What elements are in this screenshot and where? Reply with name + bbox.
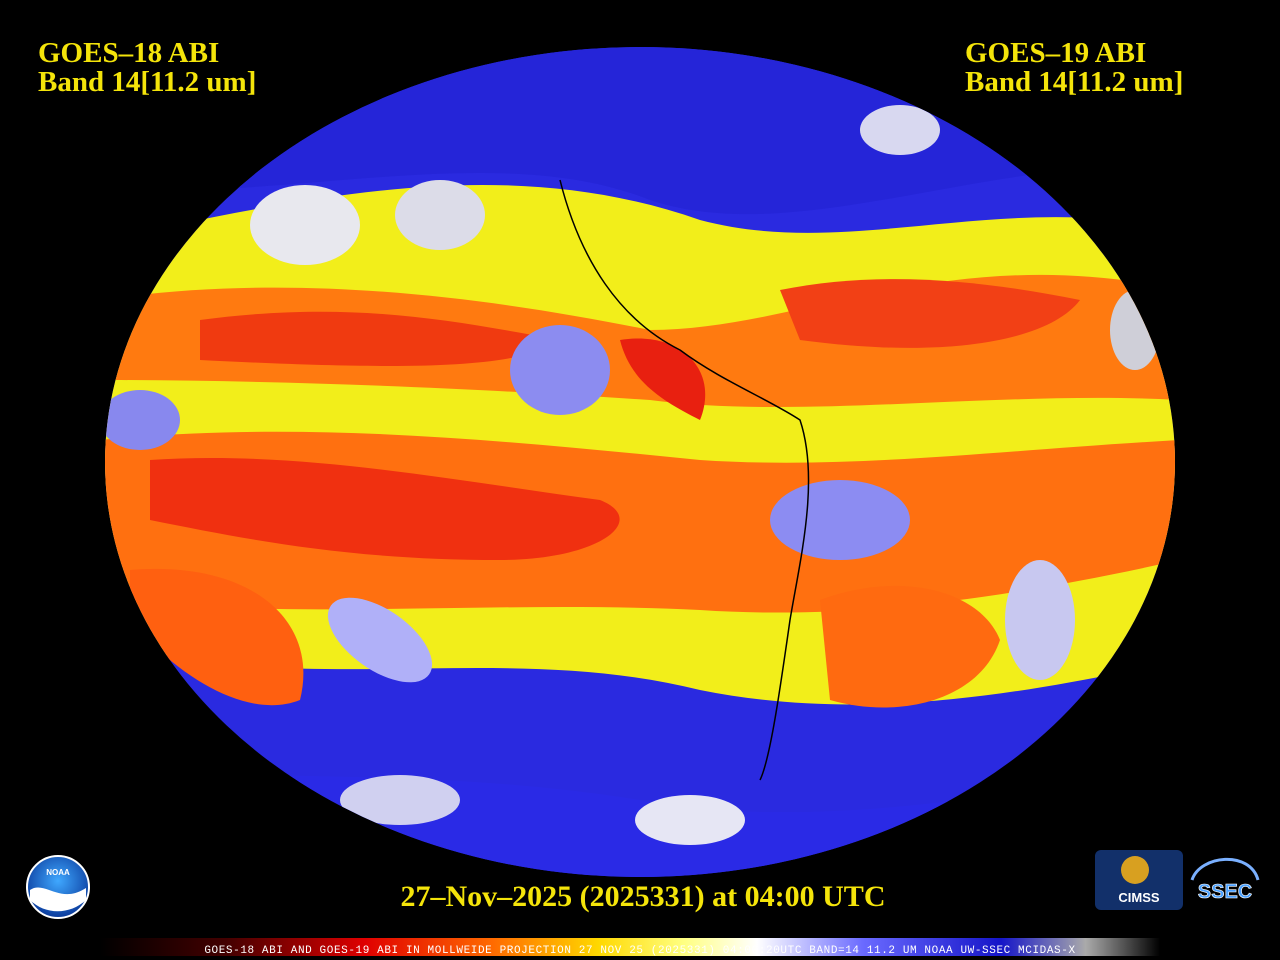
footer-caption: GOES-18 ABI AND GOES-19 ABI IN MOLLWEIDE… bbox=[204, 945, 1075, 957]
left-band: Band 14[11.2 um] bbox=[38, 66, 256, 98]
noaa-text: NOAA bbox=[46, 868, 70, 877]
ssec-text: SSEC bbox=[1198, 881, 1252, 903]
right-band: Band 14[11.2 um] bbox=[965, 66, 1183, 98]
left-satellite: GOES–18 ABI bbox=[38, 37, 219, 69]
color-bar bbox=[100, 938, 1160, 956]
right-satellite: GOES–19 ABI bbox=[965, 37, 1146, 69]
ssec-logo: SSEC bbox=[1190, 857, 1260, 903]
cimss-text: CIMSS bbox=[1118, 890, 1160, 905]
noaa-logo: NOAA bbox=[26, 855, 90, 919]
timestamp: 27–Nov–2025 (2025331) at 04:00 UTC bbox=[401, 880, 886, 913]
cimss-logo: CIMSS bbox=[1095, 850, 1183, 910]
